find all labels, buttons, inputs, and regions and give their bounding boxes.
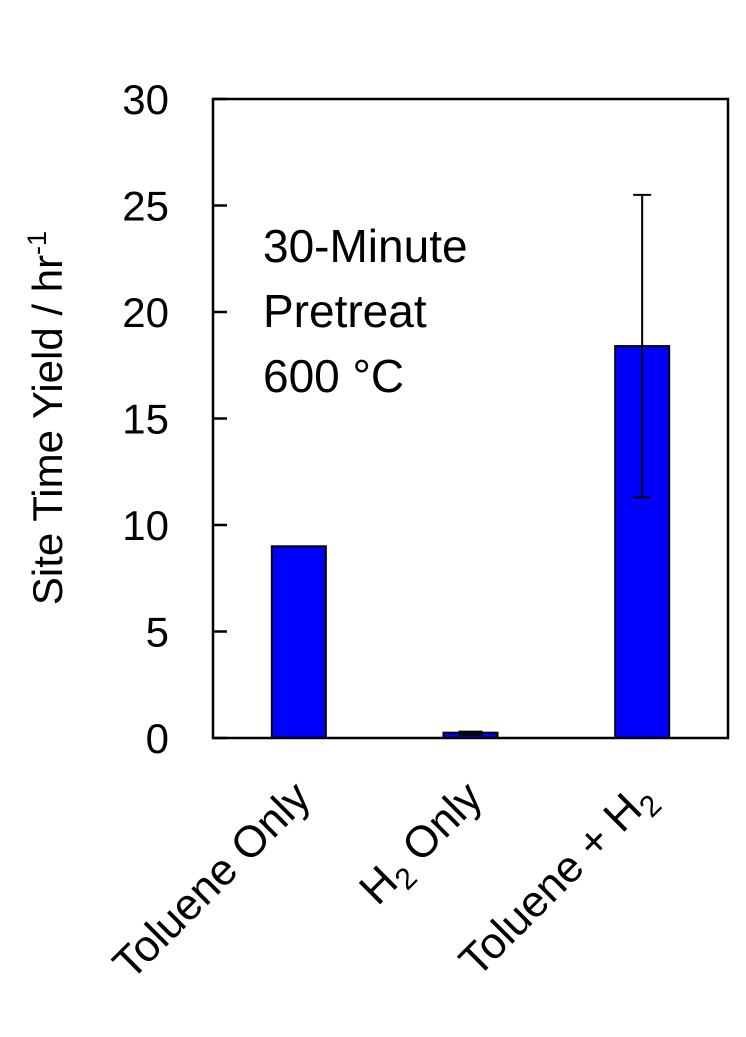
y-tick-label-4: 20: [122, 289, 169, 336]
y-axis-label: Site Time Yield / hr-1: [22, 231, 71, 605]
y-axis-ticks: 0 5 10 15 20 25 30: [122, 76, 227, 762]
y-tick-label-2: 10: [122, 502, 169, 549]
bars-layer: [270, 345, 671, 739]
y-tick-label-1: 5: [146, 609, 169, 656]
y-axis-label-superscript: -1: [22, 231, 52, 255]
annotation-line-2: 600 °C: [263, 350, 404, 402]
x-tick-label-1: H2 Only: [350, 772, 496, 918]
bar-0: [270, 545, 327, 739]
y-tick-label-3: 15: [122, 396, 169, 443]
y-axis-label-text: Site Time Yield / hr: [24, 255, 71, 605]
x-tick-label-0: Toluene Only: [104, 772, 320, 988]
annotation-line-0: 30-Minute: [263, 220, 468, 272]
y-tick-label-5: 25: [122, 183, 169, 230]
bar-2: [614, 345, 671, 739]
annotation-text: 30-Minute Pretreat 600 °C: [263, 220, 468, 402]
y-tick-label-0: 0: [146, 715, 169, 762]
y-tick-label-6: 30: [122, 76, 169, 123]
annotation-line-1: Pretreat: [263, 285, 427, 337]
error-bars-layer: [458, 193, 652, 736]
x-tick-label-main-0: Toluene Only: [104, 772, 320, 988]
